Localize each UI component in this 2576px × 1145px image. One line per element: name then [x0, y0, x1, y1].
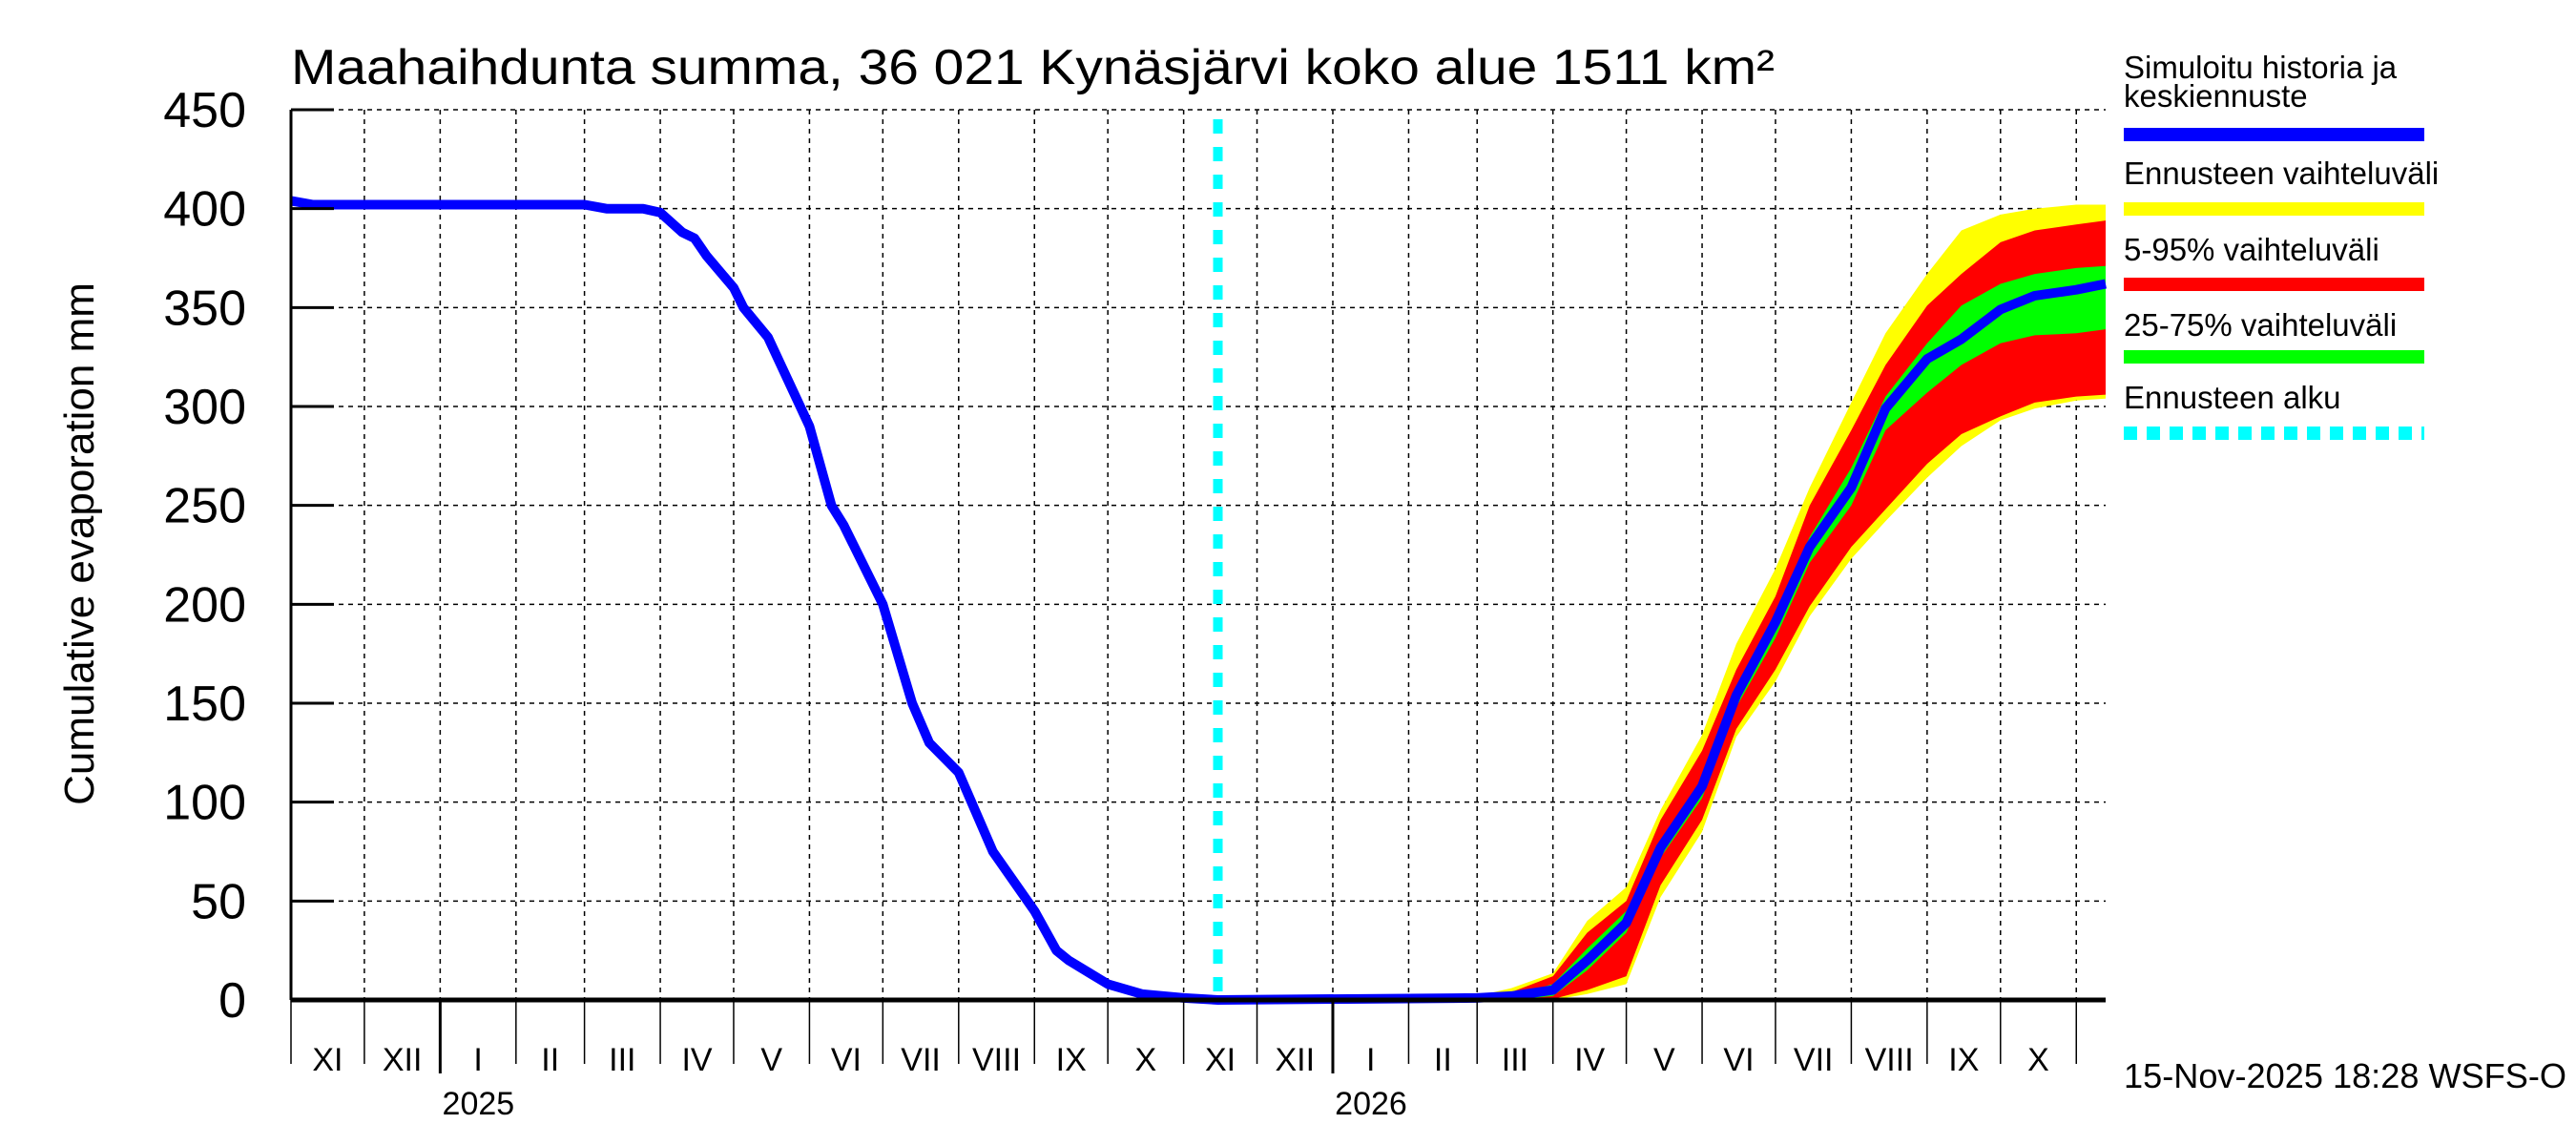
- month-label: IX: [1056, 1042, 1087, 1078]
- y-tick-label: 350: [163, 281, 246, 336]
- month-label: XI: [312, 1042, 343, 1078]
- legend-label: Simuloitu historia ja: [2124, 50, 2398, 85]
- month-label: VII: [901, 1042, 941, 1078]
- legend-label: Ennusteen alku: [2124, 380, 2341, 415]
- chart-title: Maahaihdunta summa, 36 021 Kynäsjärvi ko…: [291, 40, 1775, 95]
- y-axis-label: Cumulative evaporation mm: [56, 282, 103, 805]
- grid: [291, 109, 2106, 1000]
- series: [290, 119, 2107, 1005]
- month-label: I: [473, 1042, 482, 1078]
- month-label: XII: [383, 1042, 423, 1078]
- y-axis-labels: 0 50 100 150 200 250 300 350 400 450: [163, 83, 246, 1029]
- y-tick-label: 400: [163, 182, 246, 238]
- year-label: 2025: [443, 1086, 515, 1122]
- month-label: X: [1135, 1042, 1157, 1078]
- month-label: VIII: [972, 1042, 1021, 1078]
- month-label: IV: [1574, 1042, 1605, 1078]
- month-label: V: [760, 1042, 782, 1078]
- month-label: VIII: [1865, 1042, 1914, 1078]
- month-label: XII: [1275, 1042, 1315, 1078]
- timestamp: 15-Nov-2025 18:28 WSFS-O: [2124, 1056, 2566, 1095]
- month-label: III: [1502, 1042, 1528, 1078]
- axes: [289, 108, 2106, 1073]
- month-label: II: [541, 1042, 559, 1078]
- forecast-bands: [1217, 204, 2106, 1001]
- y-tick-label: 300: [163, 380, 246, 435]
- month-label: IV: [681, 1042, 712, 1078]
- month-label: VI: [831, 1042, 862, 1078]
- legend-label: keskiennuste: [2124, 78, 2308, 114]
- legend-label: 5-95% vaihteluväli: [2124, 232, 2379, 267]
- y-tick-label: 0: [218, 973, 246, 1029]
- month-label: V: [1653, 1042, 1675, 1078]
- y-tick-label: 200: [163, 577, 246, 633]
- month-label: II: [1434, 1042, 1452, 1078]
- month-label: VII: [1794, 1042, 1834, 1078]
- legend-label: 25-75% vaihteluväli: [2124, 307, 2397, 343]
- month-label: X: [2027, 1042, 2049, 1078]
- y-tick-label: 450: [163, 83, 246, 138]
- month-label: III: [609, 1042, 635, 1078]
- y-tick-label: 100: [163, 776, 246, 831]
- y-tick-label: 50: [191, 874, 246, 929]
- month-label: IX: [1948, 1042, 1979, 1078]
- month-label: I: [1366, 1042, 1375, 1078]
- legend-label: Ennusteen vaihteluväli: [2124, 156, 2439, 191]
- year-label: 2026: [1335, 1086, 1407, 1122]
- month-label: VI: [1723, 1042, 1754, 1078]
- y-tick-label: 150: [163, 677, 246, 732]
- median-line: [290, 196, 2107, 1005]
- y-tick-label: 250: [163, 479, 246, 534]
- month-label: XI: [1205, 1042, 1236, 1078]
- x-axis-labels: XI XII I II III IV V VI VII VIII IX X XI XII I II III IV V…: [312, 1042, 2048, 1122]
